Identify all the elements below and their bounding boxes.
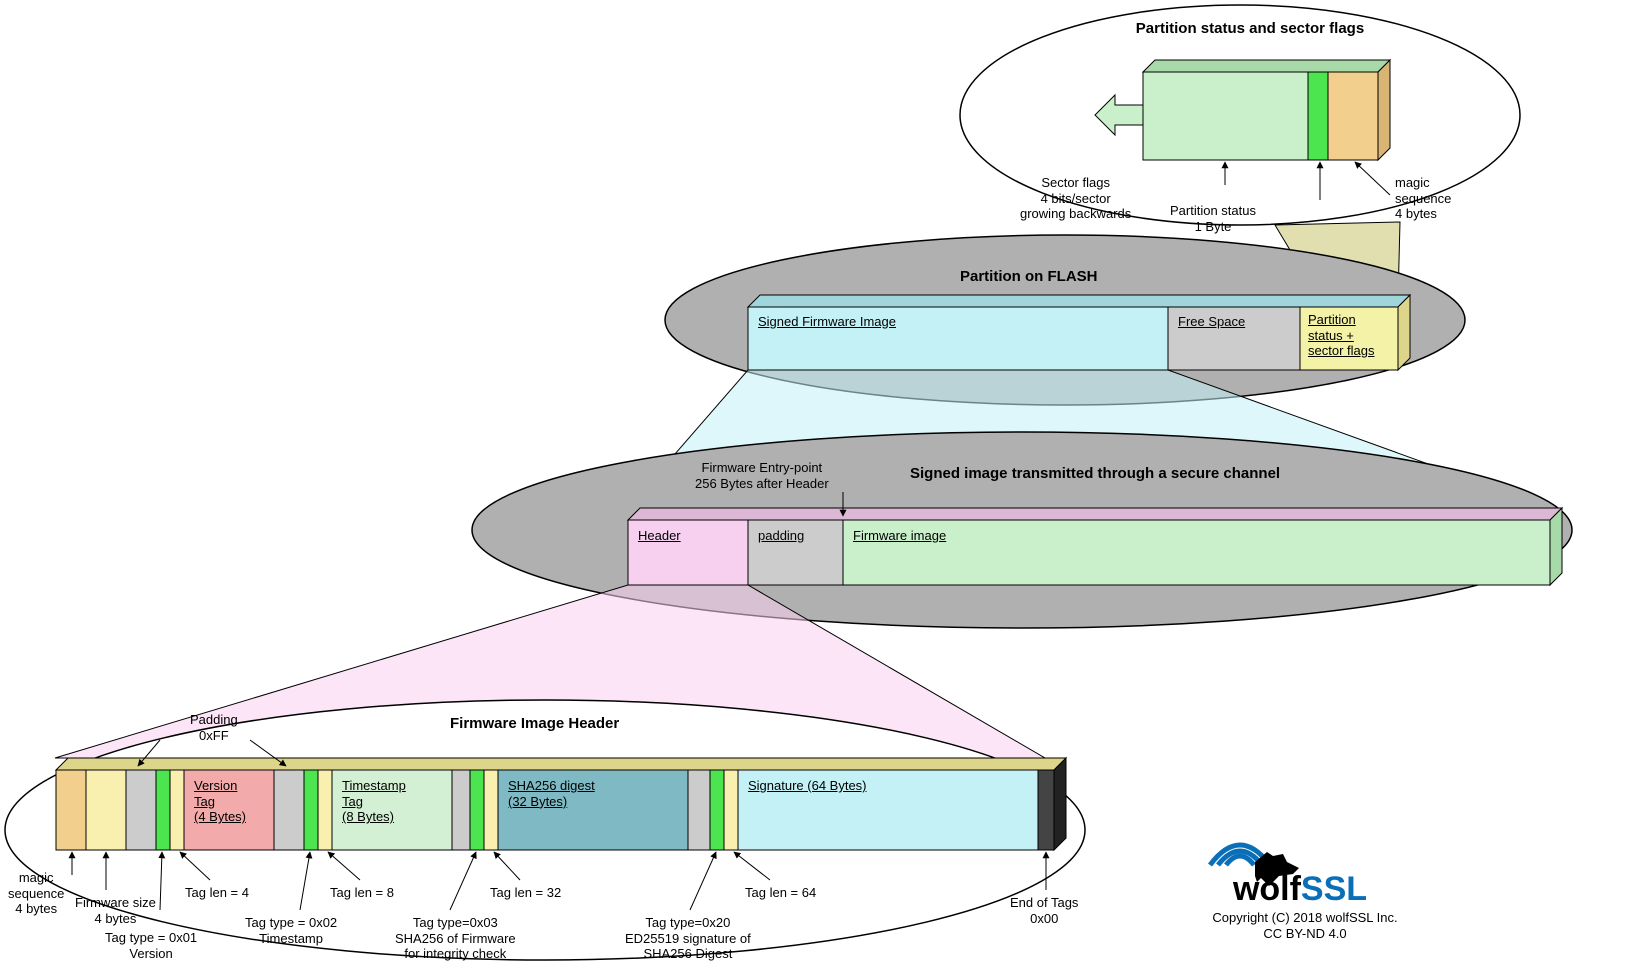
brand-logo: wolfSSL <box>1200 820 1400 914</box>
lbl-sha: SHA256 digest (32 Bytes) <box>508 778 595 809</box>
lbl-h-t03: Tag type=0x03 SHA256 of Firmware for int… <box>395 915 516 962</box>
lbl-ver: Version Tag (4 Bytes) <box>194 778 246 825</box>
title-signed: Signed image transmitted through a secur… <box>910 465 1280 483</box>
lbl-sig: Signature (64 Bytes) <box>748 778 867 794</box>
lbl-entry: Firmware Entry-point 256 Bytes after Hea… <box>695 460 829 491</box>
seg-pad3 <box>452 770 470 850</box>
lbl-top-magic: magic sequence 4 bytes <box>1395 175 1451 222</box>
seg-pad1 <box>126 770 156 850</box>
seg-tt3 <box>470 770 484 850</box>
lbl-free: Free Space <box>1178 314 1245 330</box>
seg-magic <box>56 770 86 850</box>
seg-end <box>1038 770 1054 850</box>
lbl-h-end: End of Tags 0x00 <box>1010 895 1078 926</box>
copyright: Copyright (C) 2018 wolfSSL Inc. <box>1200 910 1410 926</box>
lbl-h-magic: magic sequence 4 bytes <box>8 870 64 917</box>
seg-tt1 <box>156 770 170 850</box>
svg-text:wolfSSL: wolfSSL <box>1232 870 1367 908</box>
lbl-h-fwsize: Firmware size 4 bytes <box>75 895 156 926</box>
seg-tl64 <box>724 770 738 850</box>
title-flash: Partition on FLASH <box>960 268 1098 286</box>
lbl-h-t01: Tag type = 0x01 Version <box>105 930 197 961</box>
lbl-ts: Timestamp Tag (8 Bytes) <box>342 778 406 825</box>
seg-tl4 <box>170 770 184 850</box>
lbl-h-tl64: Tag len = 64 <box>745 885 816 901</box>
lbl-sector-flags: Sector flags 4 bits/sector growing backw… <box>1020 175 1131 222</box>
lbl-part-flags: Partition status + sector flags <box>1308 312 1374 359</box>
seg-fwsize <box>86 770 126 850</box>
seg-tl32 <box>484 770 498 850</box>
lbl-h-tl4: Tag len = 4 <box>185 885 249 901</box>
seg-tt20 <box>710 770 724 850</box>
lbl-h-tl32: Tag len = 32 <box>490 885 561 901</box>
sector-flags-box <box>1143 72 1308 160</box>
seg-tt2 <box>304 770 318 850</box>
title-header: Firmware Image Header <box>450 715 619 733</box>
lbl-padff: Padding 0xFF <box>190 712 238 743</box>
lbl-h-t20: Tag type=0x20 ED25519 signature of SHA25… <box>625 915 751 962</box>
seg-pad2 <box>274 770 304 850</box>
lbl-header: Header <box>638 528 681 544</box>
seg-tl8 <box>318 770 332 850</box>
lbl-padding: padding <box>758 528 804 544</box>
license: CC BY-ND 4.0 <box>1200 926 1410 942</box>
partition-status-box <box>1308 72 1328 160</box>
lbl-h-t02: Tag type = 0x02 Timestamp <box>245 915 337 946</box>
lbl-part-status: Partition status 1 Byte <box>1170 203 1256 234</box>
lbl-signed-fw: Signed Firmware Image <box>758 314 896 330</box>
magic-box <box>1328 72 1378 160</box>
lbl-fw: Firmware image <box>853 528 946 544</box>
lbl-h-tl8: Tag len = 8 <box>330 885 394 901</box>
header-oval <box>5 700 1085 960</box>
fw-image-box <box>843 520 1550 585</box>
seg-pad4 <box>688 770 710 850</box>
title-top: Partition status and sector flags <box>1100 20 1400 38</box>
